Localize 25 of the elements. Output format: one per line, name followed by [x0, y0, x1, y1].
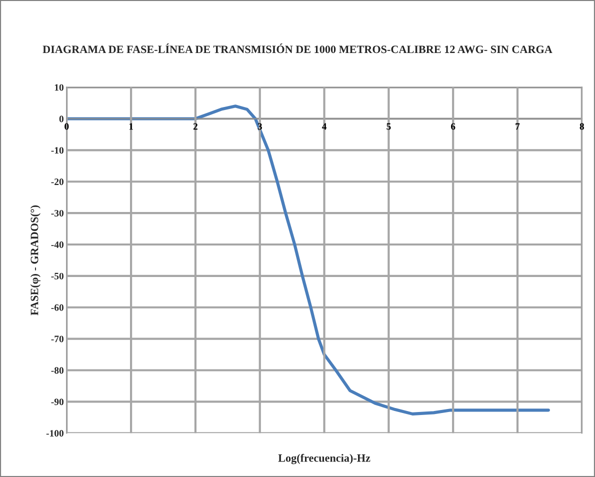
- x-tick-label: 8: [580, 123, 584, 130]
- x-tick-label: 4: [322, 123, 327, 130]
- y-tick-label: 0: [59, 116, 64, 122]
- y-tick-label: -20: [51, 178, 64, 186]
- x-tick-label: 7: [516, 123, 520, 130]
- x-tick-label: 2: [193, 123, 198, 130]
- x-axis-title: Log(frecuencia)-Hz: [278, 454, 370, 464]
- x-tick-label: 5: [386, 123, 391, 130]
- x-tick-label: 3: [258, 123, 262, 130]
- x-tick-label: 6: [450, 123, 456, 130]
- x-tick-label: 1: [129, 123, 133, 130]
- chart-title: DIAGRAMA DE FASE-LÍNEA DE TRANSMISIÓN DE 1000 METROS-CALIBRE 12 AWG- SIN CARGA: [42, 44, 552, 54]
- y-tick-label: -70: [51, 336, 64, 342]
- x-tick-label: 0: [64, 123, 69, 130]
- line-series: [66, 104, 550, 416]
- y-tick-label: -50: [51, 272, 64, 280]
- y-tick-label: -60: [51, 304, 64, 311]
- y-tick-label: -30: [51, 210, 64, 217]
- y-axis-title: FASE(φ) - GRADOS(°): [30, 205, 40, 316]
- y-tick-label: 10: [54, 84, 64, 91]
- y-tick-label: -40: [51, 241, 64, 248]
- y-tick-label: -10: [51, 147, 64, 154]
- y-tick-label: -100: [46, 430, 64, 437]
- y-tick-label: -90: [51, 398, 64, 406]
- y-tick-label: -80: [51, 367, 64, 374]
